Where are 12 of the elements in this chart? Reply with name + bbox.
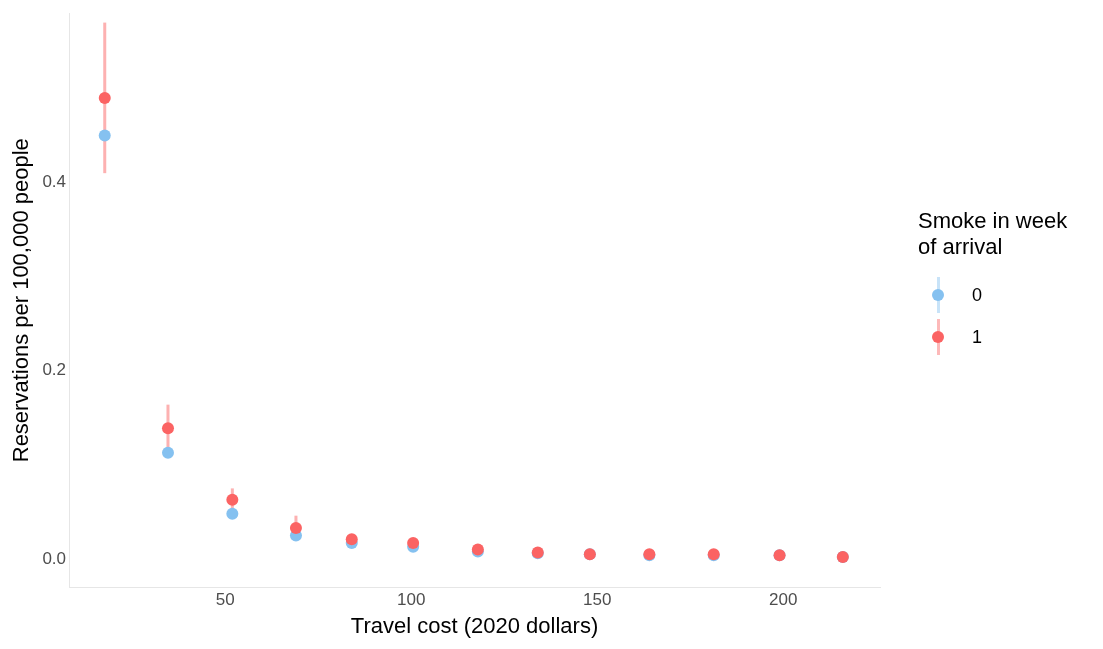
y-axis-title: Reservations per 100,000 people <box>8 138 34 463</box>
y-tick-label: 0.4 <box>42 172 67 192</box>
legend-title: Smoke in week of arrival <box>918 208 1068 260</box>
x-tick-label: 100 <box>397 590 426 610</box>
legend-label: 0 <box>972 284 983 306</box>
y-tick-label: 0.2 <box>42 360 67 380</box>
x-axis-title: Travel cost (2020 dollars) <box>350 612 599 638</box>
y-tick-label: 0.0 <box>42 548 67 568</box>
legend-label: 1 <box>972 326 983 348</box>
x-tick-label: 50 <box>215 590 235 610</box>
x-tick-label: 200 <box>769 590 798 610</box>
x-tick-label: 150 <box>583 590 612 610</box>
